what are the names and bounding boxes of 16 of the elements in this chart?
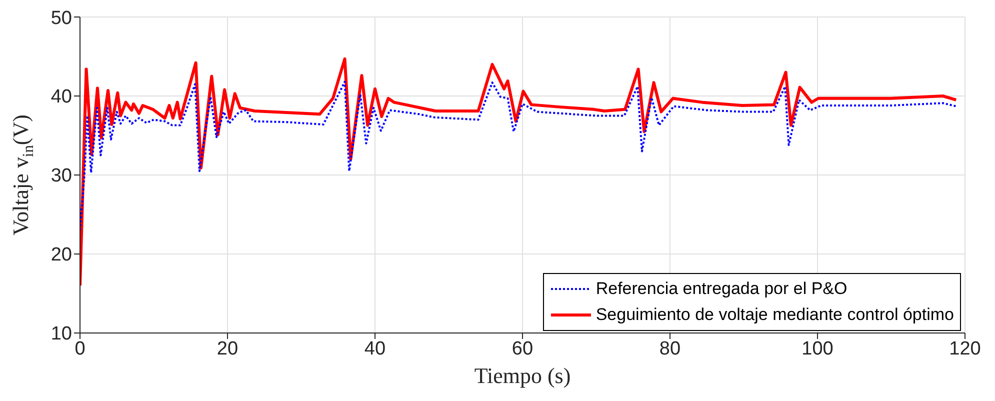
y-tick-label: 50 [50,8,72,29]
legend-label: Referencia entregada por el P&O [596,278,848,300]
y-tick-label: 10 [50,324,72,345]
y-tick-label: 30 [50,166,72,187]
x-axis-title: Tiempo (s) [474,363,571,388]
x-tick-label: 100 [802,338,834,360]
x-tick-label: 120 [949,338,981,360]
x-tick-label: 20 [216,338,238,360]
x-tick-label: 60 [512,338,534,360]
y-tick-label: 40 [50,86,72,108]
y-tick-label: 20 [50,244,72,266]
line-series [80,80,958,232]
x-tick-label: 0 [74,338,86,360]
x-tick-label: 80 [659,338,681,360]
legend-label: Seguimiento de voltaje mediante control óptimo [596,304,954,326]
x-tick-label: 40 [364,338,386,360]
